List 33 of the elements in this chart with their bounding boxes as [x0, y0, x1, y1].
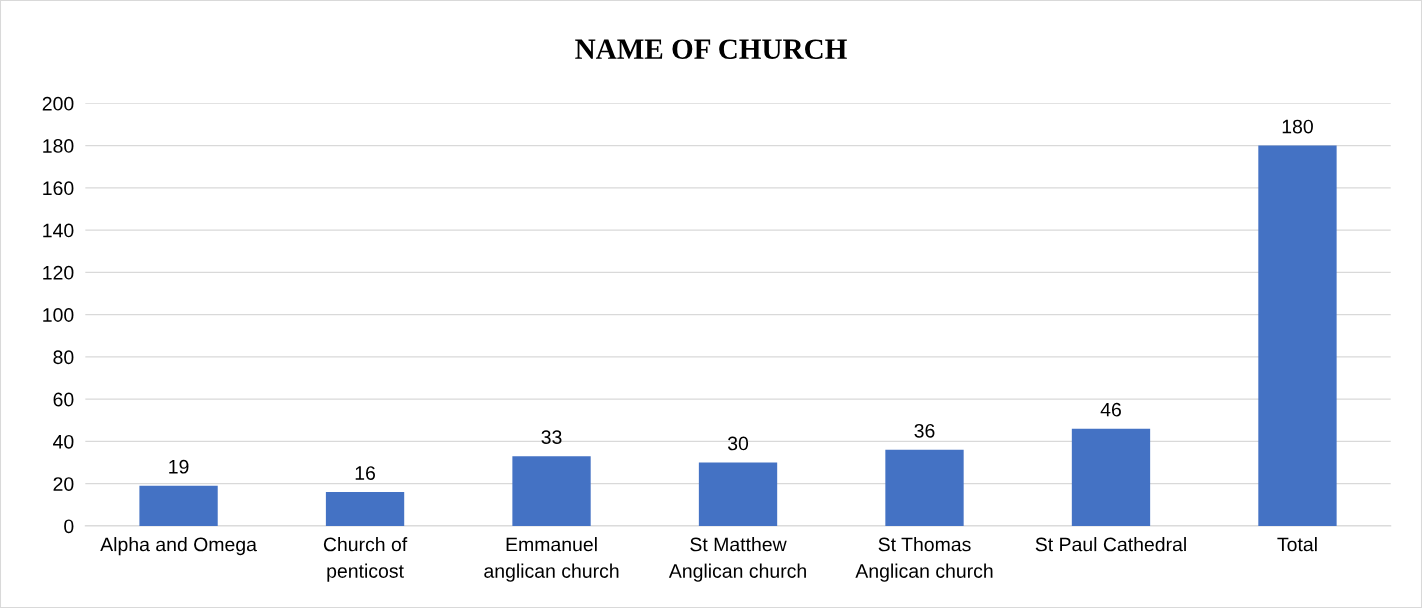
x-tick-label: St Paul Cathedral	[1035, 537, 1186, 552]
bar	[325, 492, 405, 526]
x-tick-label: Church of penticost	[323, 537, 408, 582]
y-tick-label: 140	[43, 223, 74, 238]
y-tick-label: 120	[43, 265, 74, 280]
y-tick-label: 60	[53, 392, 74, 407]
y-tick-label: 40	[53, 434, 74, 449]
bar	[1258, 145, 1337, 526]
x-tick-label: Alpha and Omega	[100, 537, 257, 556]
y-tick-label: 100	[43, 308, 74, 322]
y-tick-label: 200	[42, 96, 74, 111]
bar	[885, 449, 964, 526]
data-label: 19	[169, 459, 189, 474]
y-tick-label: 160	[43, 181, 74, 196]
data-label: 16	[355, 466, 376, 480]
bar	[512, 456, 591, 526]
x-tick-label: St Thomas Anglican church	[855, 537, 993, 582]
data-label: 46	[1100, 402, 1121, 417]
data-label: 36	[914, 423, 935, 438]
x-tick-label: St Matthew Anglican church	[668, 537, 806, 582]
bar	[698, 462, 778, 526]
data-label: 30	[727, 436, 749, 451]
bar	[1071, 428, 1151, 526]
data-label: 180	[1282, 119, 1313, 134]
y-tick-label: 80	[53, 350, 74, 365]
chart-title: NAME OF CHURCH	[575, 39, 847, 59]
y-tick-label: 20	[53, 477, 74, 491]
y-tick-label: 0	[64, 519, 74, 534]
y-tick-label: 180	[43, 139, 74, 153]
bar	[139, 485, 218, 526]
data-label: 33	[541, 430, 562, 445]
x-tick-label: Total	[1277, 537, 1317, 552]
x-tick-label: Emmanuel anglican church	[484, 537, 619, 582]
